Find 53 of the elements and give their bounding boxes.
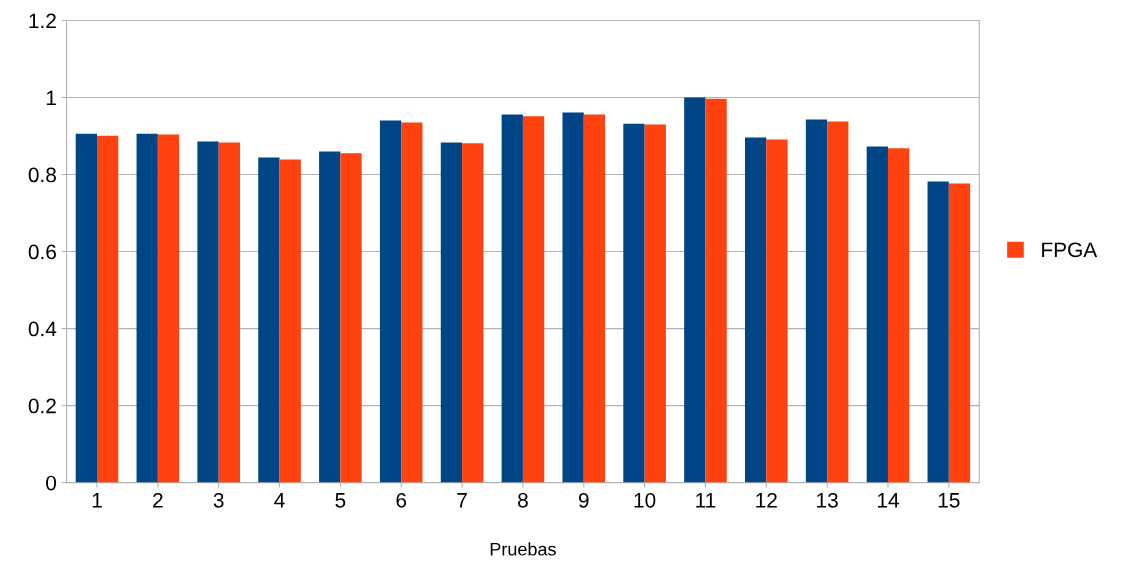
bar bbox=[340, 153, 362, 483]
bar bbox=[401, 122, 423, 483]
x-tick-label: 14 bbox=[877, 493, 899, 508]
bar bbox=[462, 143, 484, 483]
x-tick-label: 9 bbox=[578, 492, 589, 508]
x-tick-label: 8 bbox=[518, 492, 528, 508]
bar bbox=[379, 120, 402, 483]
bar bbox=[583, 114, 606, 483]
bar bbox=[623, 123, 645, 483]
bar bbox=[744, 137, 767, 483]
bar bbox=[501, 114, 523, 483]
x-tick-label: 12 bbox=[756, 492, 777, 508]
y-tick-label: 0.6 bbox=[28, 244, 56, 260]
y-tick-label: 0.4 bbox=[28, 321, 57, 337]
x-tick-label: 11 bbox=[696, 493, 716, 508]
x-tick-label: 7 bbox=[457, 493, 467, 508]
bar bbox=[440, 142, 463, 483]
x-tick-label: 13 bbox=[817, 492, 838, 508]
bar bbox=[887, 148, 910, 483]
bar bbox=[644, 124, 666, 483]
y-tick-label: 1.2 bbox=[29, 13, 56, 29]
x-tick-label: 1 bbox=[92, 493, 102, 508]
x-tick-label: 5 bbox=[335, 493, 346, 508]
bar bbox=[319, 151, 341, 483]
x-tick-label: 10 bbox=[634, 492, 656, 508]
bar bbox=[218, 142, 240, 483]
bar bbox=[827, 121, 849, 483]
y-tick-label: 0.8 bbox=[28, 167, 56, 183]
x-tick-label: 15 bbox=[938, 493, 960, 508]
y-tick-label: 0 bbox=[46, 475, 57, 491]
bar bbox=[684, 97, 706, 483]
bar bbox=[805, 119, 828, 483]
bar bbox=[562, 112, 584, 483]
x-tick-label: 4 bbox=[274, 493, 285, 508]
legend-label: FPGA bbox=[1042, 242, 1098, 258]
bar bbox=[258, 157, 280, 483]
bar bbox=[97, 135, 119, 483]
y-tick-label: 1 bbox=[46, 90, 56, 106]
x-tick-label: 3 bbox=[213, 492, 224, 508]
x-axis-title: Pruebas bbox=[490, 542, 556, 556]
bar bbox=[136, 133, 158, 483]
x-tick-label: 6 bbox=[396, 492, 407, 508]
bar bbox=[157, 134, 180, 483]
x-tick-label: 2 bbox=[153, 492, 163, 508]
y-tick-label: 0.2 bbox=[28, 398, 56, 414]
bar bbox=[705, 98, 727, 483]
bar bbox=[522, 116, 545, 483]
bar bbox=[75, 133, 98, 483]
bar bbox=[766, 139, 788, 483]
bar bbox=[948, 183, 971, 483]
bar bbox=[927, 181, 949, 483]
bar bbox=[197, 141, 219, 483]
bar bbox=[279, 159, 301, 483]
